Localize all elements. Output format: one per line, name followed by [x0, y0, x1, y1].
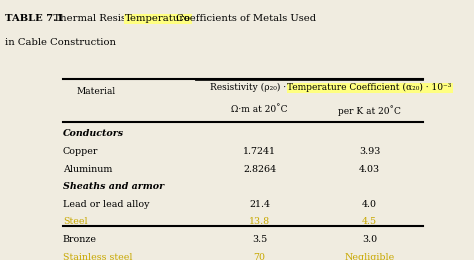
Text: Negligible: Negligible — [345, 253, 395, 260]
Text: Lead or lead alloy: Lead or lead alloy — [63, 200, 149, 209]
Text: Stainless steel: Stainless steel — [63, 253, 132, 260]
Text: 3.0: 3.0 — [362, 235, 377, 244]
Text: Copper: Copper — [63, 147, 98, 156]
Text: Bronze: Bronze — [63, 235, 97, 244]
Text: Temperature: Temperature — [125, 14, 191, 23]
Text: Coefficients of Metals Used: Coefficients of Metals Used — [173, 14, 316, 23]
Text: Ω·m at 20˚C: Ω·m at 20˚C — [231, 105, 288, 114]
Text: per K at 20˚C: per K at 20˚C — [338, 105, 401, 116]
Text: 3.5: 3.5 — [252, 235, 267, 244]
Text: Conductors: Conductors — [63, 129, 124, 138]
Text: 3.93: 3.93 — [359, 147, 380, 156]
Text: Sheaths and armor: Sheaths and armor — [63, 182, 164, 191]
Text: 70: 70 — [254, 253, 265, 260]
Text: 13.8: 13.8 — [249, 217, 270, 226]
Text: TABLE 7.1: TABLE 7.1 — [5, 14, 64, 23]
Text: 1.7241: 1.7241 — [243, 147, 276, 156]
Text: Aluminum: Aluminum — [63, 165, 112, 173]
Text: Material: Material — [76, 87, 116, 96]
Text: 21.4: 21.4 — [249, 200, 270, 209]
Text: 4.0: 4.0 — [362, 200, 377, 209]
Text: in Cable Construction: in Cable Construction — [5, 38, 116, 47]
Text: Steel: Steel — [63, 217, 88, 226]
Text: 4.5: 4.5 — [362, 217, 377, 226]
Text: Thermal Resistivities and: Thermal Resistivities and — [44, 14, 185, 23]
Text: Temperature Coefficient (α₂₀) · 10⁻³: Temperature Coefficient (α₂₀) · 10⁻³ — [287, 83, 452, 92]
Text: 4.03: 4.03 — [359, 165, 380, 173]
Text: Resistivity (ρ₂₀) · 10⁻‸: Resistivity (ρ₂₀) · 10⁻‸ — [210, 83, 309, 92]
Text: 2.8264: 2.8264 — [243, 165, 276, 173]
